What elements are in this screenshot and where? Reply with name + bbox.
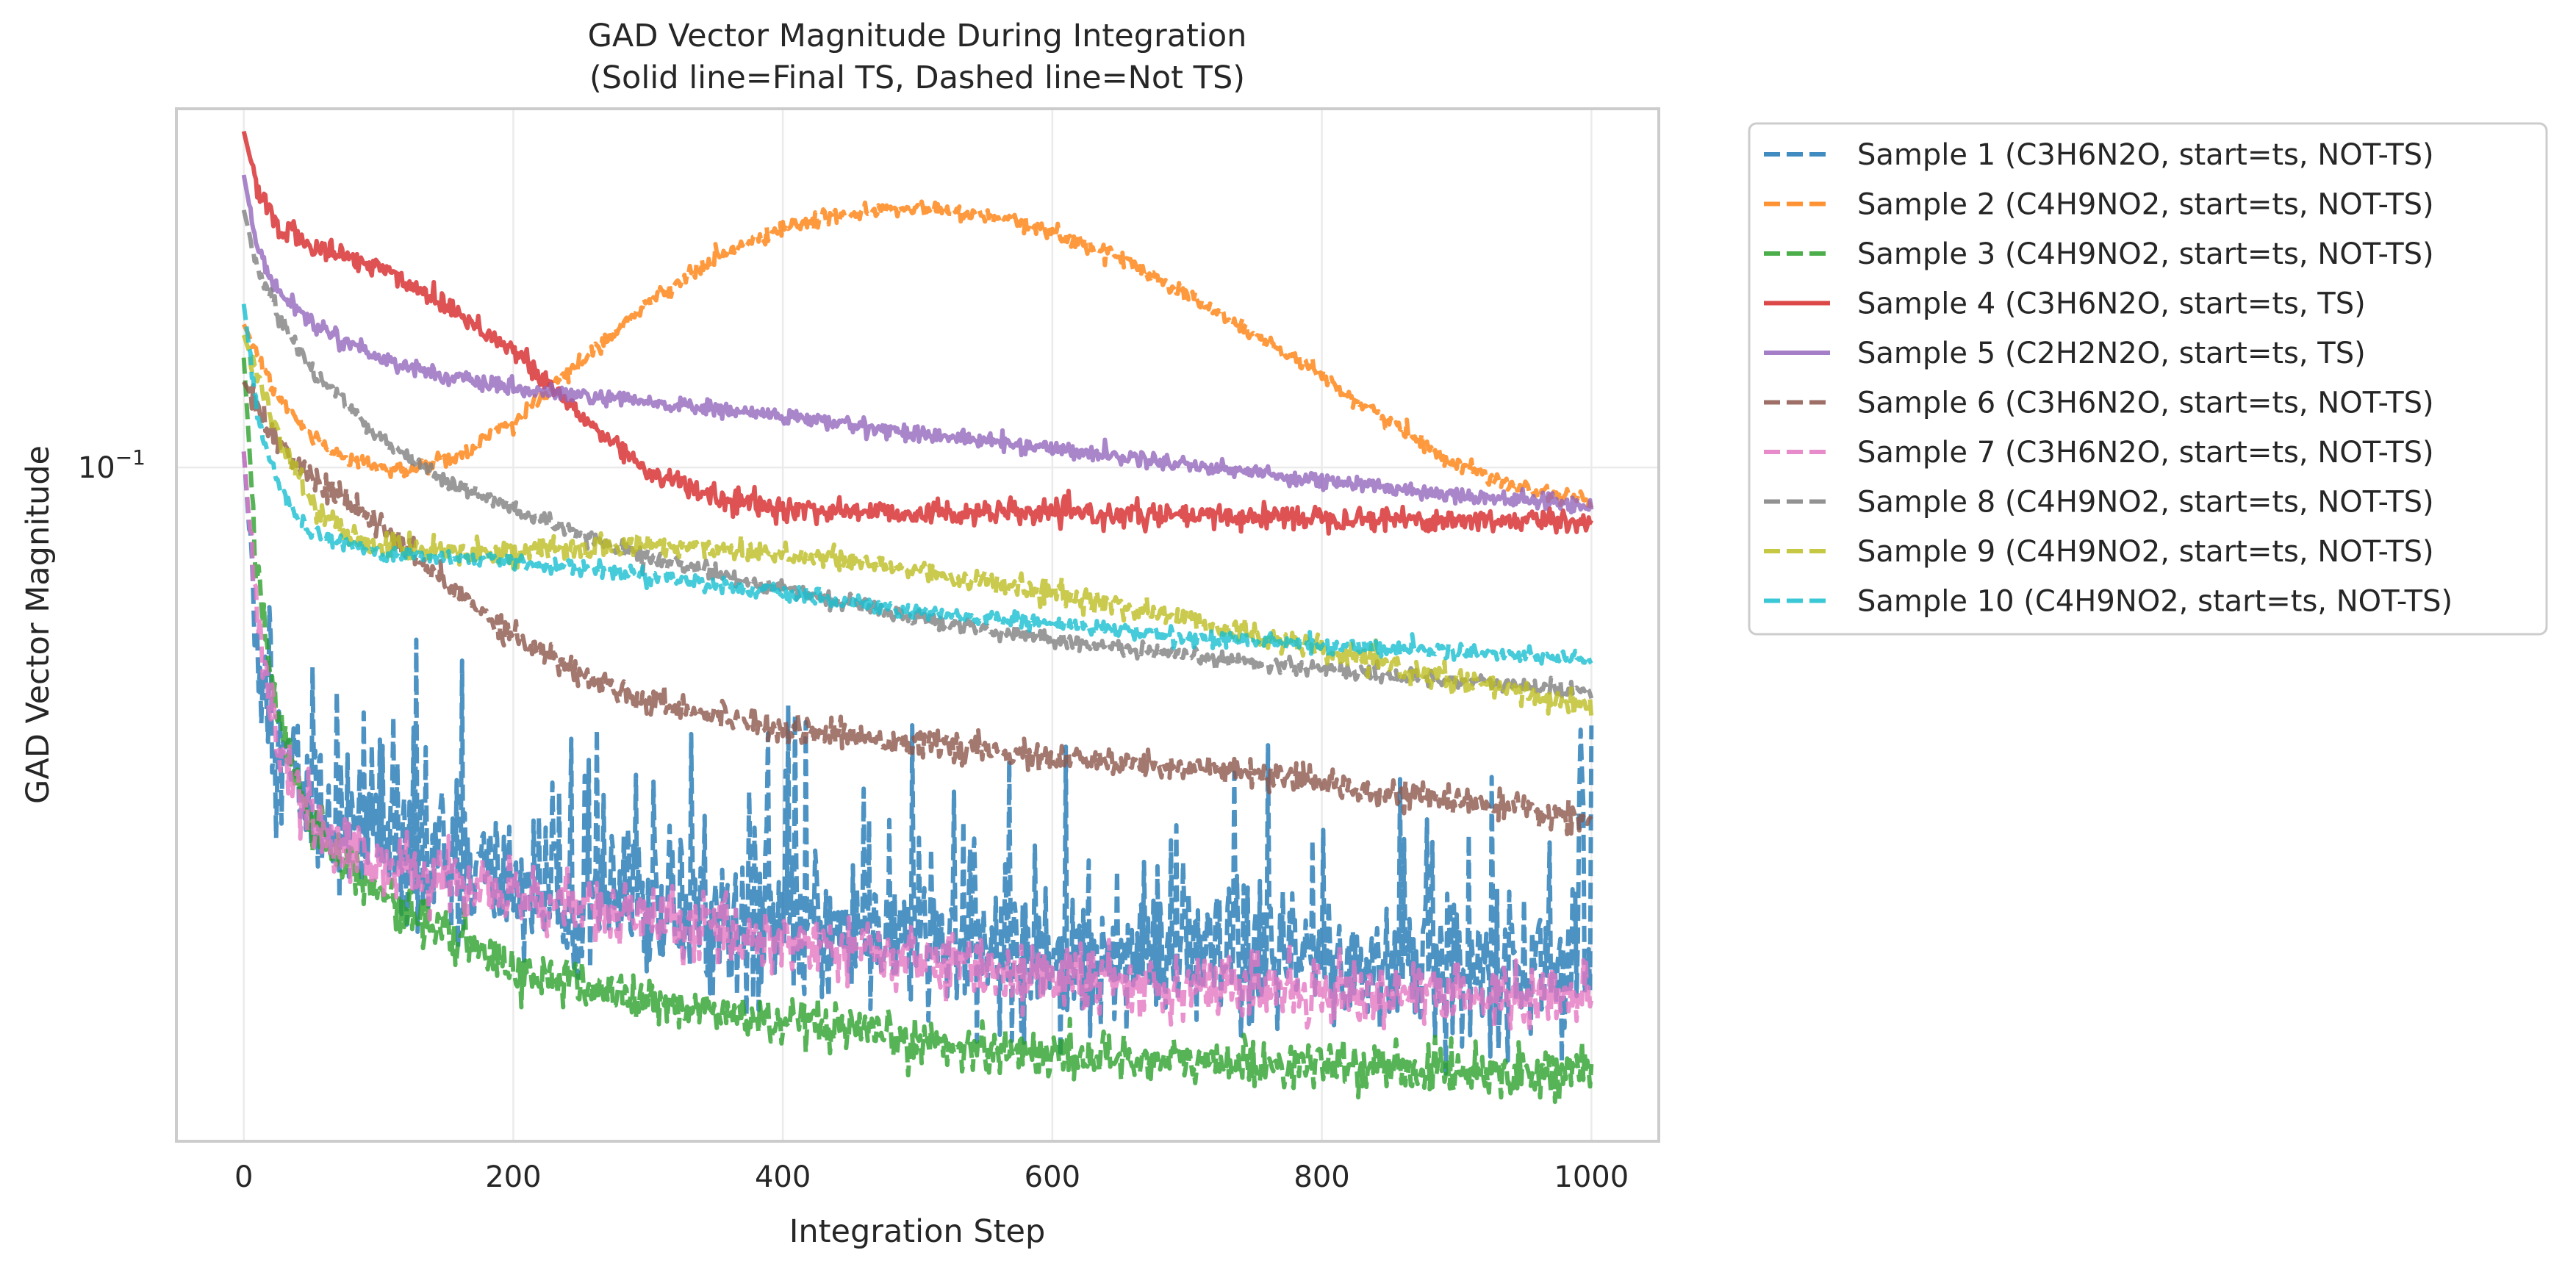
series-line-9 (241, 334, 1594, 718)
legend-label-5: Sample 5 (C2H2N2O, start=ts, TS) (1857, 337, 2366, 370)
x-axis-ticks: 0 200 400 600 800 1000 (234, 1160, 1629, 1194)
legend-label-9: Sample 9 (C4H9NO2, start=ts, NOT-TS) (1857, 535, 2434, 569)
legend-label-8: Sample 8 (C4H9NO2, start=ts, NOT-TS) (1857, 486, 2434, 520)
legend-label-4: Sample 4 (C3H6N2O, start=ts, TS) (1857, 287, 2366, 321)
x-axis-label: Integration Step (789, 1213, 1046, 1250)
legend-label-6: Sample 6 (C3H6N2O, start=ts, NOT-TS) (1857, 387, 2434, 420)
x-tick-label: 0 (234, 1160, 253, 1194)
y-axis-ticks: 10−1 (78, 445, 146, 485)
series-line-1 (241, 451, 1594, 1076)
y-tick-label: 10−1 (78, 445, 146, 485)
x-tick-label: 1000 (1554, 1160, 1629, 1194)
legend-box (1748, 122, 2548, 636)
legend-label-1: Sample 1 (C3H6N2O, start=ts, NOT-TS) (1857, 138, 2434, 172)
chart-subtitle: (Solid line=Final TS, Dashed line=Not TS… (589, 60, 1245, 96)
legend-label-2: Sample 2 (C4H9NO2, start=ts, NOT-TS) (1857, 188, 2434, 222)
series-line-10 (241, 304, 1593, 666)
legend: Sample 1 (C3H6N2O, start=ts, NOT-TS) Samp… (1748, 122, 2548, 636)
series-line-3 (241, 357, 1594, 1105)
x-tick-label: 400 (755, 1160, 811, 1194)
legend-label-7: Sample 7 (C3H6N2O, start=ts, NOT-TS) (1857, 436, 2434, 470)
y-axis-label: GAD Vector Magnitude (20, 445, 57, 804)
plot-area (241, 130, 1594, 1105)
series-line-6 (242, 381, 1593, 837)
legend-label-3: Sample 3 (C4H9NO2, start=ts, NOT-TS) (1857, 237, 2434, 271)
legend-label-10: Sample 10 (C4H9NO2, start=ts, NOT-TS) (1857, 585, 2453, 619)
x-tick-label: 600 (1025, 1160, 1080, 1194)
series-line-5 (241, 174, 1594, 515)
series-line-4 (241, 130, 1594, 536)
x-tick-label: 800 (1294, 1160, 1349, 1194)
chart-title: GAD Vector Magnitude During Integration (588, 18, 1247, 54)
series-line-7 (241, 451, 1594, 1034)
x-tick-label: 200 (485, 1160, 541, 1194)
plot-frame (175, 107, 1660, 1143)
series-line-2 (241, 199, 1594, 510)
